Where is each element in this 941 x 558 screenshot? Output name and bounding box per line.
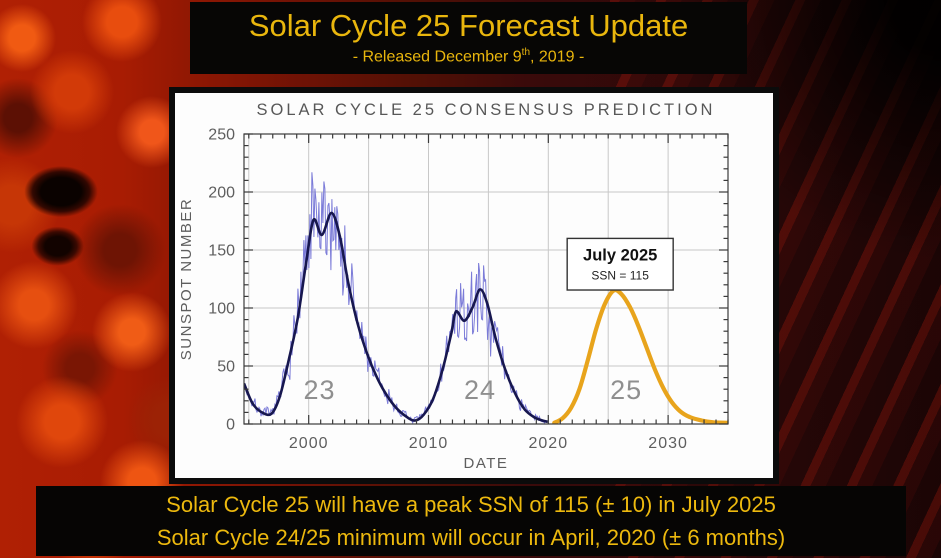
y-tick-label: 100 [208, 301, 235, 318]
title-band: Solar Cycle 25 Forecast Update - Release… [190, 2, 747, 74]
sunspot-image [6, 150, 116, 280]
y-tick-label: 50 [217, 359, 235, 376]
chart-title: SOLAR CYCLE 25 CONSENSUS PREDICTION [257, 101, 716, 119]
released-suffix: , 2019 - [530, 48, 585, 66]
released-superscript: th [521, 47, 531, 59]
series-monthly-observed [244, 172, 548, 424]
annotation-date: July 2025 [583, 246, 657, 264]
x-tick-label: 2030 [648, 435, 688, 452]
x-tick-label: 2010 [409, 435, 449, 452]
y-tick-label: 250 [208, 127, 235, 144]
y-tick-label: 150 [208, 243, 235, 260]
y-tick-label: 0 [226, 417, 235, 434]
annotation-callout: July 2025 SSN = 115 [566, 237, 674, 291]
released-prefix: - Released December 9 [352, 48, 522, 66]
y-tick-label: 200 [208, 185, 235, 202]
cycle-label-25: 25 [610, 375, 642, 405]
slide-subtitle: - Released December 9th, 2019 - [353, 44, 585, 66]
chart-panel: SOLAR CYCLE 25 CONSENSUS PREDICTION 2000 2… [169, 87, 779, 484]
y-axis-title: SUNSPOT NUMBER [178, 198, 195, 360]
forecast-minimum-statement: Solar Cycle 24/25 minimum will occur in … [156, 525, 786, 550]
series-smoothed-observed [244, 211, 548, 423]
axes [243, 133, 729, 425]
x-axis-title: DATE [464, 455, 509, 472]
x-tick-label: 2020 [529, 435, 569, 452]
series-cycle25-prediction [552, 287, 728, 424]
bottom-band: Solar Cycle 25 will have a peak SSN of 1… [36, 486, 906, 556]
cycle-label-23: 23 [303, 375, 335, 405]
forecast-peak-statement: Solar Cycle 25 will have a peak SSN of 1… [166, 492, 776, 517]
cycle-label-24: 24 [464, 375, 496, 405]
x-tick-label: 2000 [289, 435, 329, 452]
slide-title: Solar Cycle 25 Forecast Update [248, 8, 689, 44]
annotation-ssn: SSN = 115 [591, 268, 649, 282]
